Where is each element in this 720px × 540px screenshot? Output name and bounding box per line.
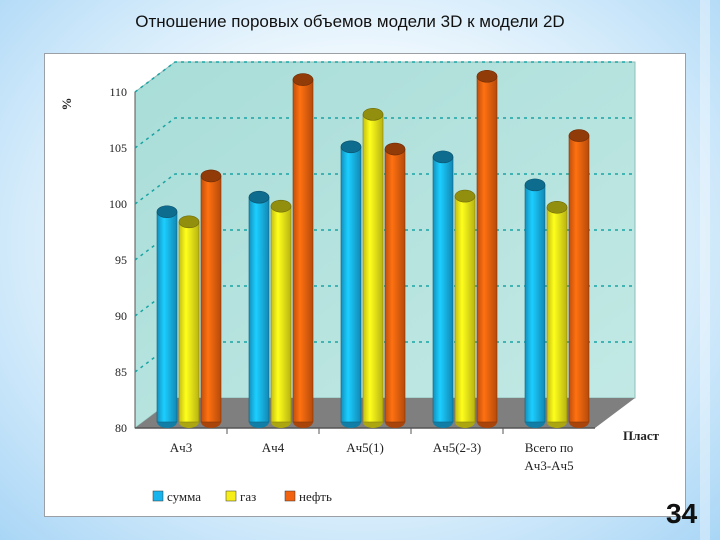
x-tick-label: Ач5(2-3): [433, 440, 481, 455]
legend-label-нефть: нефть: [299, 489, 332, 504]
legend-label-газ: газ: [240, 489, 256, 504]
bar-нефть-1: [292, 79, 314, 423]
bar-сумма-1: [248, 196, 270, 423]
bar-нефть-0: [200, 175, 222, 423]
x-axis-label: Пласт: [623, 428, 660, 443]
bar-сумма-3: [432, 156, 454, 423]
bar-газ-4: [546, 206, 568, 423]
y-tick-label: 85: [115, 365, 127, 379]
bar-top: [568, 129, 590, 142]
bar-нефть-4: [568, 135, 590, 423]
page-number: 34: [666, 498, 698, 529]
y-tick-label: 80: [115, 421, 127, 435]
bar-top: [362, 108, 384, 121]
bar-top: [384, 142, 406, 156]
side-stripe-right: [700, 0, 710, 540]
gridline: [134, 117, 635, 149]
bar-сумма-4: [524, 184, 546, 423]
bar-top: [454, 189, 476, 203]
y-tick-label: 110: [109, 85, 127, 99]
chart-frame: 80 85 90 95 100 105 110% Пласт Ач3 Ач4 Ач5(1) Ач5(2…: [44, 53, 686, 517]
legend-swatch-нефть: [284, 490, 296, 502]
x-tick-label: Ач4: [262, 440, 285, 455]
y-tick-label: 90: [115, 309, 127, 323]
y-tick-label: 100: [109, 197, 127, 211]
slide-title: Отношение поровых объемов модели 3D к мо…: [135, 12, 565, 31]
y-tick-label: 105: [109, 141, 127, 155]
legend-label-сумма: сумма: [167, 489, 201, 504]
y-tick-label: 95: [115, 253, 127, 267]
gridline: [134, 61, 635, 93]
y-axis-label: %: [59, 98, 74, 111]
bar-газ-2: [362, 114, 384, 423]
bar-top: [248, 190, 270, 204]
bar-top: [546, 200, 568, 214]
bar-top: [156, 205, 178, 219]
bar-top: [476, 69, 498, 83]
chart-svg: 80 85 90 95 100 105 110% Пласт Ач3 Ач4 Ач5(1) Ач5(2…: [59, 61, 660, 504]
bar-top: [432, 150, 454, 164]
bar-top: [200, 169, 222, 183]
bar-top: [178, 215, 200, 229]
x-tick-label: Всего по Ач3-Ач5: [524, 440, 573, 473]
x-tick-label: Ач3: [170, 440, 192, 455]
bar-газ-1: [270, 205, 292, 423]
legend-swatch-сумма: [152, 490, 164, 502]
bar-top: [524, 178, 546, 192]
gridline: [134, 173, 635, 205]
x-tick-label: Ач5(1): [346, 440, 384, 455]
bar-сумма-2: [340, 146, 362, 423]
legend-swatch-газ: [225, 490, 237, 502]
bar-сумма-0: [156, 211, 178, 423]
bar-нефть-3: [476, 75, 498, 423]
bar-top: [270, 199, 292, 213]
bar-газ-0: [178, 221, 200, 423]
bar-газ-3: [454, 195, 476, 423]
bar-top: [292, 73, 314, 86]
bar-нефть-2: [384, 148, 406, 423]
bar-top: [340, 140, 362, 154]
